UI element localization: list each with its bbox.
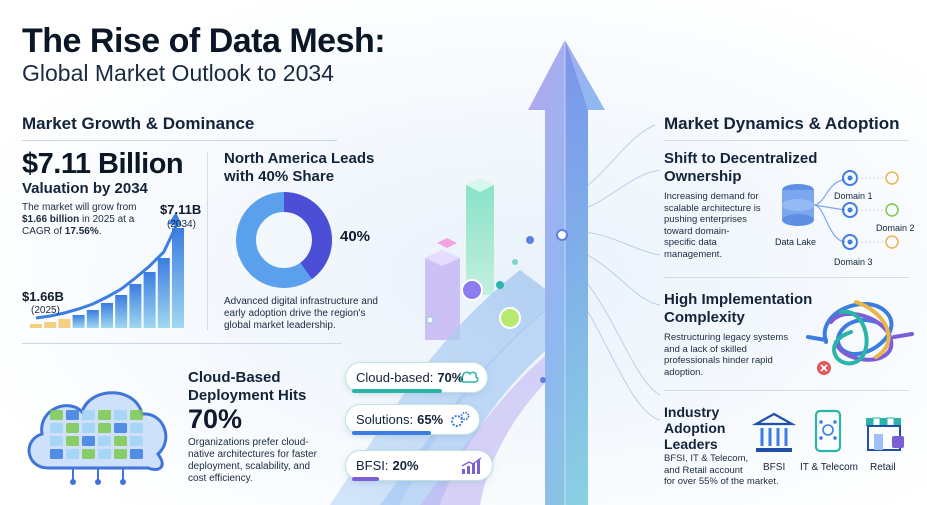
start-year-label: (2025) bbox=[31, 305, 60, 316]
dynamics-divider-3 bbox=[664, 390, 909, 391]
domain-3-label: Domain 3 bbox=[834, 257, 873, 267]
na-share-donut bbox=[236, 192, 332, 288]
section-vertical-divider bbox=[207, 152, 208, 330]
it-telecom-label: IT & Telecom bbox=[800, 462, 858, 473]
growth-bar bbox=[115, 295, 128, 328]
cloud-grid-cell bbox=[98, 410, 111, 420]
domain-2-label: Domain 2 bbox=[876, 223, 915, 233]
growth-heading: Market Growth & Dominance bbox=[22, 114, 255, 133]
dynamics-divider-2 bbox=[664, 277, 909, 278]
chart-up-icon bbox=[461, 457, 482, 474]
cloud-grid-cell bbox=[82, 410, 95, 420]
pill-level-bar bbox=[352, 477, 379, 481]
cloud-value: 70% bbox=[188, 404, 243, 434]
growth-bar bbox=[172, 228, 184, 328]
cloud-grid-cell bbox=[66, 410, 79, 420]
end-year-label: (2034) bbox=[167, 219, 196, 230]
complexity-heading: High Implementation Complexity bbox=[664, 291, 813, 326]
cloud-grid-cell bbox=[82, 436, 95, 446]
donut-na-segment bbox=[236, 192, 332, 288]
cloud-grid-cell bbox=[114, 436, 127, 446]
cloud-grid-cell bbox=[130, 436, 143, 446]
gears-icon bbox=[451, 411, 470, 427]
cloud-grid-cell bbox=[130, 423, 143, 433]
cloud-grid-cell bbox=[130, 410, 143, 420]
growth-bar bbox=[143, 272, 156, 328]
cloud-grid-cell bbox=[114, 410, 127, 420]
pill-cloud-based: Cloud-based: 70% bbox=[345, 362, 488, 393]
growth-bar bbox=[44, 322, 57, 328]
cloud-grid-cell bbox=[82, 423, 95, 433]
pill-bfsi: BFSI: 20% bbox=[345, 450, 493, 481]
cloud-grid-cell bbox=[130, 449, 143, 459]
cloud-grid-icon bbox=[27, 391, 168, 485]
growth-arrow bbox=[528, 40, 605, 505]
growth-bar bbox=[129, 284, 142, 328]
cloud-grid-cell bbox=[66, 449, 79, 459]
industry-description: BFSI, IT & Telecom, and Retail account f… bbox=[664, 453, 779, 487]
bank-icon bbox=[752, 412, 796, 452]
cloud-description: Organizations prefer cloud- native archi… bbox=[188, 437, 317, 484]
na-description: Advanced digital infrastructure and earl… bbox=[224, 296, 378, 331]
tangled-knot-icon bbox=[806, 300, 914, 375]
na-share-label: 40% bbox=[340, 228, 371, 245]
industry-heading: Industry Adoption Leaders bbox=[664, 404, 726, 452]
cloud-icon bbox=[460, 371, 479, 383]
pill-level-bar bbox=[352, 389, 442, 393]
cloud-grid-cell bbox=[82, 449, 95, 459]
end-value-label: $7.11B bbox=[160, 202, 202, 217]
growth-bar bbox=[86, 310, 99, 328]
pill-solutions: Solutions: 65% bbox=[345, 404, 480, 435]
growth-bar bbox=[30, 324, 42, 328]
start-value-label: $1.66B bbox=[22, 289, 64, 304]
growth-bar bbox=[72, 315, 85, 328]
cloud-heading: Cloud-Based Deployment Hits bbox=[188, 369, 307, 404]
dynamics-divider bbox=[664, 140, 909, 141]
cloud-grid-cell bbox=[98, 436, 111, 446]
growth-bar-chart bbox=[30, 212, 184, 328]
retail-label: Retail bbox=[870, 462, 896, 473]
data-mesh-diagram bbox=[782, 170, 899, 250]
cloud-grid-cell bbox=[66, 436, 79, 446]
cloud-grid-cell bbox=[98, 449, 111, 459]
growth-arrow-head bbox=[168, 212, 182, 226]
network-nodes bbox=[426, 229, 568, 383]
storefront-icon bbox=[866, 417, 904, 451]
decentral-description: Increasing demand for scalable architect… bbox=[664, 191, 761, 260]
growth-bar bbox=[58, 319, 71, 328]
growth-bar bbox=[101, 303, 113, 328]
decentral-heading: Shift to Decentralized Ownership bbox=[664, 150, 818, 185]
growth-divider bbox=[22, 140, 337, 141]
page-title: The Rise of Data Mesh: bbox=[22, 22, 386, 60]
left-lower-divider bbox=[22, 343, 342, 344]
market-value-sub: Valuation by 2034 bbox=[22, 180, 148, 197]
growth-bar bbox=[157, 258, 170, 328]
cloud-grid-cell bbox=[50, 436, 63, 446]
na-heading: North America Leads with 40% Share bbox=[224, 150, 375, 185]
growth-trend-line bbox=[35, 221, 180, 320]
complexity-description: Restructuring legacy systems and a lack … bbox=[664, 332, 789, 378]
bfsi-label: BFSI bbox=[763, 462, 786, 473]
cloud-grid-cell bbox=[50, 423, 63, 433]
page-subtitle: Global Market Outlook to 2034 bbox=[22, 60, 334, 86]
data-tower bbox=[425, 178, 494, 340]
cloud-grid-cell bbox=[50, 449, 63, 459]
cloud-grid-cell bbox=[66, 423, 79, 433]
cloud-grid-cell bbox=[114, 449, 127, 459]
data-lake-label: Data Lake bbox=[775, 237, 817, 247]
market-value: $7.11 Billion bbox=[22, 148, 184, 180]
dynamics-heading: Market Dynamics & Adoption bbox=[664, 114, 900, 133]
database-icon bbox=[782, 184, 814, 226]
cloud-grid-cell bbox=[114, 423, 127, 433]
phone-network-icon bbox=[814, 409, 842, 453]
growth-description: The market will grow from $1.66 billion … bbox=[22, 202, 137, 237]
domain-1-label: Domain 1 bbox=[834, 191, 873, 201]
cloud-grid-cell bbox=[98, 423, 111, 433]
cloud-grid-cell bbox=[50, 410, 63, 420]
pill-level-bar bbox=[352, 431, 431, 435]
